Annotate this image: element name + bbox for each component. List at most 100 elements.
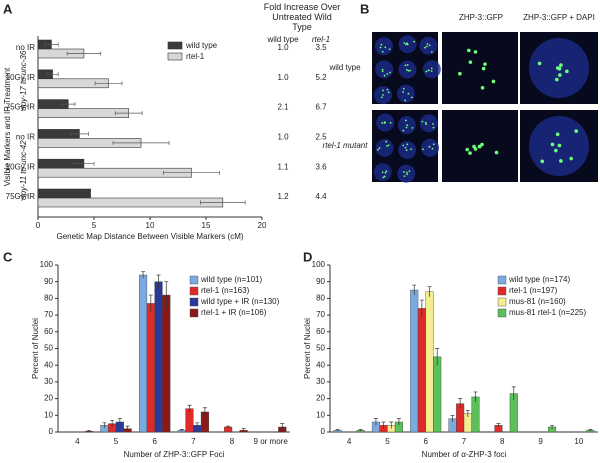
y-tick-label: 60 <box>44 327 53 336</box>
error-bar <box>381 421 386 429</box>
focus <box>384 46 387 49</box>
focus <box>406 173 409 176</box>
focus <box>381 68 384 71</box>
focus <box>383 175 386 178</box>
y-tick-label: 20 <box>44 394 53 403</box>
focus <box>403 171 405 173</box>
y-tick-label: 0 <box>321 427 326 436</box>
x-tick-label: 5 <box>114 437 119 446</box>
error-bar <box>550 424 555 429</box>
legend-swatch <box>167 52 183 61</box>
table-cell: 1.1 <box>277 162 289 171</box>
focus <box>481 66 486 71</box>
legend-swatch <box>189 297 199 307</box>
x-tick-label: 8 <box>230 437 235 446</box>
focus <box>557 143 562 148</box>
error-bar <box>102 422 107 428</box>
y-tick-label: 75Gy IR <box>6 103 36 112</box>
y-tick-label: 30 <box>44 377 53 386</box>
table-cell: 4.4 <box>315 192 327 201</box>
focus <box>424 46 426 49</box>
error-bar <box>44 42 59 47</box>
focus <box>555 77 559 82</box>
focus <box>432 123 434 125</box>
y-axis-label: Percent of Nuclei <box>303 318 312 379</box>
focus <box>559 159 563 163</box>
error-bar <box>86 429 91 432</box>
focus <box>428 145 431 148</box>
focus <box>385 145 388 147</box>
y-tick-label: 90 <box>316 277 325 286</box>
focus <box>407 69 410 72</box>
x-tick-label: 6 <box>423 437 428 446</box>
y-tick-label: 10Gy IR <box>6 73 36 82</box>
focus <box>406 43 409 46</box>
y-tick-label: 50 <box>44 344 53 353</box>
error-bar <box>358 429 363 432</box>
y-tick-label: 50 <box>316 344 325 353</box>
focus <box>430 67 433 70</box>
focus <box>406 124 409 127</box>
nucleus <box>419 114 438 133</box>
focus <box>402 129 405 132</box>
focus <box>402 87 405 90</box>
focus <box>425 123 428 126</box>
focus <box>388 48 391 51</box>
y-axis-label: Visible Markers and IR Treatment <box>3 67 12 186</box>
bar <box>37 197 224 208</box>
focus <box>426 45 428 48</box>
focus <box>404 64 407 67</box>
focus <box>406 42 408 45</box>
focus <box>377 148 379 151</box>
error-bar <box>46 72 59 77</box>
focus <box>411 127 414 129</box>
focus <box>491 79 496 84</box>
bar <box>162 294 171 433</box>
focus <box>483 62 487 66</box>
error-bar <box>450 414 455 422</box>
bar <box>425 291 434 433</box>
nucleus <box>374 37 393 56</box>
table-cell: 3.6 <box>315 162 327 171</box>
column-label: ZHP-3::GFP + DAPI <box>523 13 595 22</box>
error-bar <box>112 140 170 145</box>
row-label: rtel-1 mutant <box>323 141 369 150</box>
focus <box>403 42 406 44</box>
x-axis-label: Number of ZHP-3::GFP Foci <box>124 450 225 459</box>
error-bar <box>66 51 102 56</box>
focus <box>381 50 384 53</box>
column-label: ZHP-3::GFP <box>459 13 503 22</box>
error-bar <box>73 161 95 166</box>
table-cell: 5.2 <box>315 73 327 82</box>
focus <box>427 69 430 72</box>
error-bar <box>164 281 169 309</box>
focus <box>555 132 560 137</box>
focus <box>386 88 389 91</box>
legend-label: wild type <box>185 41 218 50</box>
nucleus <box>419 36 438 55</box>
legend-label: mus-81 (n=160) <box>509 297 566 306</box>
focus <box>432 143 435 146</box>
x-tick-label: 7 <box>462 437 467 446</box>
y-tick-label: 70 <box>44 310 53 319</box>
error-bar <box>226 425 231 428</box>
y-tick-label: 20 <box>316 394 325 403</box>
legend-label: wild type (n=101) <box>200 275 262 284</box>
bar <box>154 281 163 433</box>
focus <box>406 64 409 66</box>
focus <box>540 159 545 164</box>
x-tick-label: 10 <box>146 221 155 230</box>
micrograph <box>442 32 518 104</box>
focus <box>382 89 384 92</box>
y-tick-label: 100 <box>40 260 54 269</box>
focus <box>381 70 384 73</box>
focus <box>382 94 384 96</box>
error-bar <box>435 348 440 366</box>
focus <box>382 176 385 179</box>
focus <box>402 144 405 147</box>
focus <box>384 171 387 174</box>
x-tick-label: 8 <box>500 437 505 446</box>
legend-swatch <box>497 286 507 296</box>
error-bar <box>511 386 516 401</box>
x-tick-label: 4 <box>75 437 80 446</box>
